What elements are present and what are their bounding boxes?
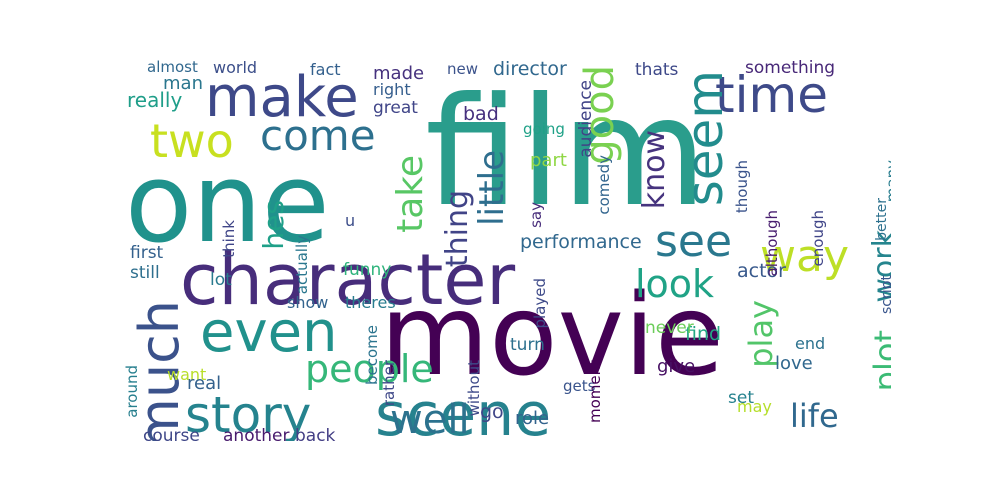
word-new: new [447, 60, 479, 78]
word-never: never [645, 318, 694, 338]
word-without: without [465, 360, 483, 417]
word-find: find [685, 323, 722, 345]
word-going: going [523, 120, 565, 138]
word-u: u [345, 211, 356, 230]
word-script: script [879, 275, 891, 315]
word-think: think [220, 220, 238, 258]
word-bad: bad [463, 103, 499, 125]
word-lot: lot [210, 270, 232, 290]
word-something: something [745, 60, 836, 78]
word-thing: thing [440, 190, 475, 268]
word-funny: funny [343, 260, 392, 280]
word-go: go [480, 401, 504, 423]
word-part: part [530, 150, 567, 171]
word-course: course [143, 426, 200, 442]
word-little: little [472, 150, 512, 226]
word-hes: hes [257, 200, 290, 250]
word-give: give [657, 356, 696, 377]
word-look: look [635, 262, 715, 306]
word-two: two [150, 114, 234, 168]
word-around: around [125, 365, 141, 418]
word-first: first [130, 243, 164, 263]
word-even: even [200, 300, 338, 365]
word-although: although [763, 210, 781, 277]
word-character: character [180, 239, 516, 321]
word-come: come [260, 111, 376, 160]
word-role: role [515, 408, 550, 429]
word-movie: movie [380, 271, 724, 401]
word-way: way [760, 231, 849, 282]
word-cloud: film one movie character scene story make even m… [125, 60, 891, 441]
word-show: show [287, 293, 329, 312]
word-actually: actually [293, 235, 311, 295]
word-many: many [883, 160, 891, 203]
word-life: life [790, 397, 839, 435]
word-scene: scene [375, 380, 552, 441]
word-see: see [655, 216, 733, 267]
word-almost: almost [147, 60, 198, 76]
word-audience: audience [576, 80, 596, 158]
word-love: love [775, 353, 813, 374]
word-better: better [874, 198, 890, 241]
word-well: well [390, 397, 470, 441]
word-performance: performance [520, 231, 642, 253]
word-rather: rather [380, 360, 398, 407]
word-take: take [390, 155, 431, 233]
word-say: say [527, 202, 545, 228]
word-film: film [425, 66, 708, 240]
word-make: make [205, 65, 359, 130]
word-know: know [637, 130, 672, 210]
word-another: another [223, 426, 290, 442]
word-played: played [531, 278, 549, 329]
word-story: story [185, 386, 312, 441]
word-time: time [715, 66, 828, 124]
word-end: end [795, 334, 826, 353]
word-really: really [127, 88, 183, 112]
word-though: though [733, 160, 751, 214]
word-may: may [737, 397, 772, 416]
word-moment: moment [586, 360, 604, 424]
word-turn: turn [510, 335, 545, 355]
word-plot: plot [867, 330, 891, 392]
word-world: world [213, 60, 258, 77]
word-made: made [373, 63, 425, 84]
word-director: director [493, 60, 567, 80]
word-seem: seem [676, 70, 734, 207]
word-great: great [373, 98, 418, 118]
word-enough: enough [809, 210, 827, 267]
word-still: still [130, 263, 160, 283]
word-become: become [363, 325, 381, 386]
word-comedy: comedy [595, 155, 613, 215]
word-play: play [742, 300, 780, 368]
word-fact: fact [310, 60, 341, 79]
word-actor: actor [737, 260, 786, 282]
word-set: set [728, 388, 754, 408]
word-want: want [167, 365, 207, 384]
word-real: real [187, 373, 222, 394]
word-theres: theres [345, 293, 396, 312]
word-man: man [163, 73, 203, 94]
word-right: right [373, 80, 411, 99]
word-back: back [295, 426, 336, 442]
word-gets: gets [563, 377, 596, 395]
word-thats: thats [635, 60, 679, 80]
word-people: people [305, 347, 434, 391]
word-one: one [125, 139, 330, 267]
